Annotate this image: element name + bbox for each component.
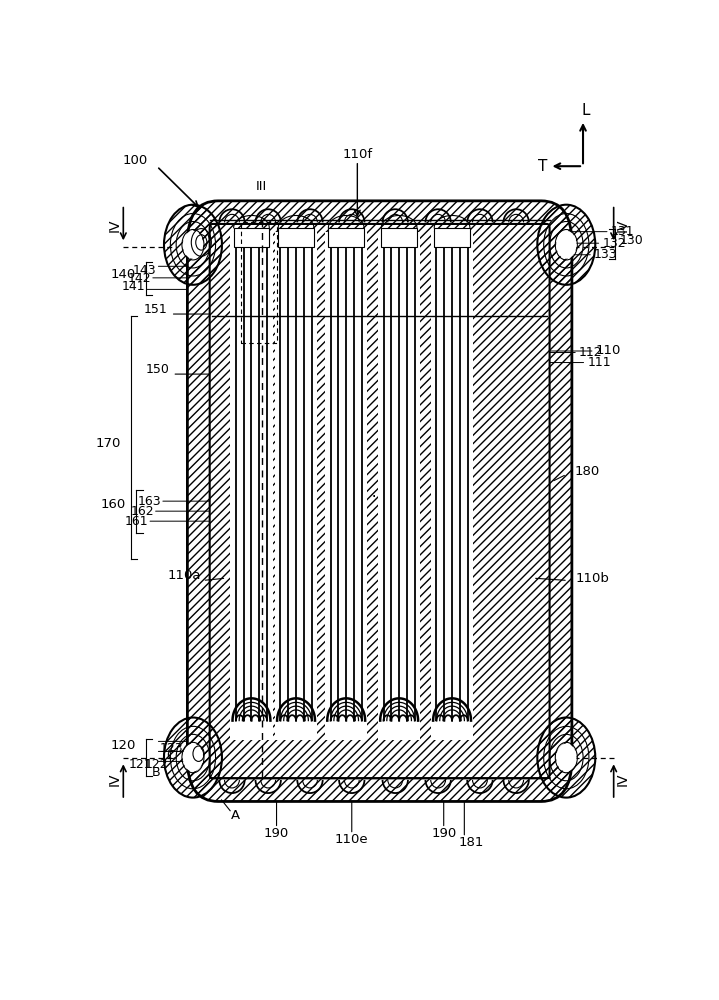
Text: C: C (166, 749, 175, 762)
Text: IV: IV (107, 772, 122, 786)
Polygon shape (327, 698, 365, 721)
Text: 110a: 110a (168, 569, 201, 582)
Text: 180: 180 (574, 465, 600, 478)
Text: 100: 100 (123, 154, 148, 167)
Text: 110f: 110f (342, 148, 372, 161)
Bar (434, 228, 470, 247)
Text: 120: 120 (110, 739, 136, 752)
Bar (234, 228, 270, 247)
Text: 131: 131 (611, 225, 634, 238)
Bar (381, 228, 417, 247)
Text: 142: 142 (127, 272, 151, 285)
Text: 133: 133 (594, 248, 618, 261)
Text: 123: 123 (160, 742, 183, 755)
Text: 122: 122 (145, 758, 168, 771)
Text: 190: 190 (431, 827, 457, 840)
Polygon shape (232, 698, 270, 721)
Bar (230, 232, 273, 740)
Text: III: III (256, 180, 267, 193)
Text: A: A (232, 809, 240, 822)
Text: T: T (539, 159, 548, 174)
Polygon shape (277, 698, 315, 721)
Text: 112: 112 (579, 346, 603, 359)
Text: IV: IV (107, 219, 122, 232)
Circle shape (557, 231, 577, 259)
Text: 121: 121 (129, 758, 152, 771)
Bar (378, 232, 421, 740)
Bar (275, 232, 317, 740)
Text: 163: 163 (137, 495, 161, 508)
Text: IV: IV (615, 219, 630, 232)
Text: B: B (152, 766, 160, 779)
Text: 151: 151 (144, 303, 168, 316)
Text: 141: 141 (122, 280, 145, 293)
Circle shape (557, 744, 577, 772)
Bar (325, 232, 367, 740)
Bar (329, 228, 364, 247)
Text: 190: 190 (264, 827, 289, 840)
FancyBboxPatch shape (188, 201, 572, 801)
Polygon shape (380, 698, 418, 721)
Text: · · ·: · · · (362, 490, 386, 505)
Text: IV: IV (615, 772, 630, 786)
Text: 111: 111 (587, 356, 611, 369)
Text: 143: 143 (133, 264, 157, 277)
Circle shape (183, 231, 203, 259)
Text: 110e: 110e (335, 833, 369, 846)
Circle shape (183, 744, 203, 772)
Text: 140: 140 (110, 267, 136, 280)
FancyBboxPatch shape (210, 224, 549, 778)
Text: 110b: 110b (576, 572, 610, 585)
Polygon shape (433, 698, 471, 721)
Bar (431, 232, 473, 740)
Text: 181: 181 (459, 836, 485, 849)
Text: 162: 162 (130, 505, 154, 518)
Text: 150: 150 (146, 363, 170, 376)
Text: 110: 110 (596, 344, 621, 358)
Text: 170: 170 (95, 437, 121, 450)
Text: 132: 132 (603, 237, 626, 250)
Text: 130: 130 (619, 234, 643, 247)
Text: 160: 160 (101, 498, 126, 512)
Text: L: L (582, 103, 590, 118)
Text: 161: 161 (125, 515, 148, 528)
Bar (278, 228, 314, 247)
